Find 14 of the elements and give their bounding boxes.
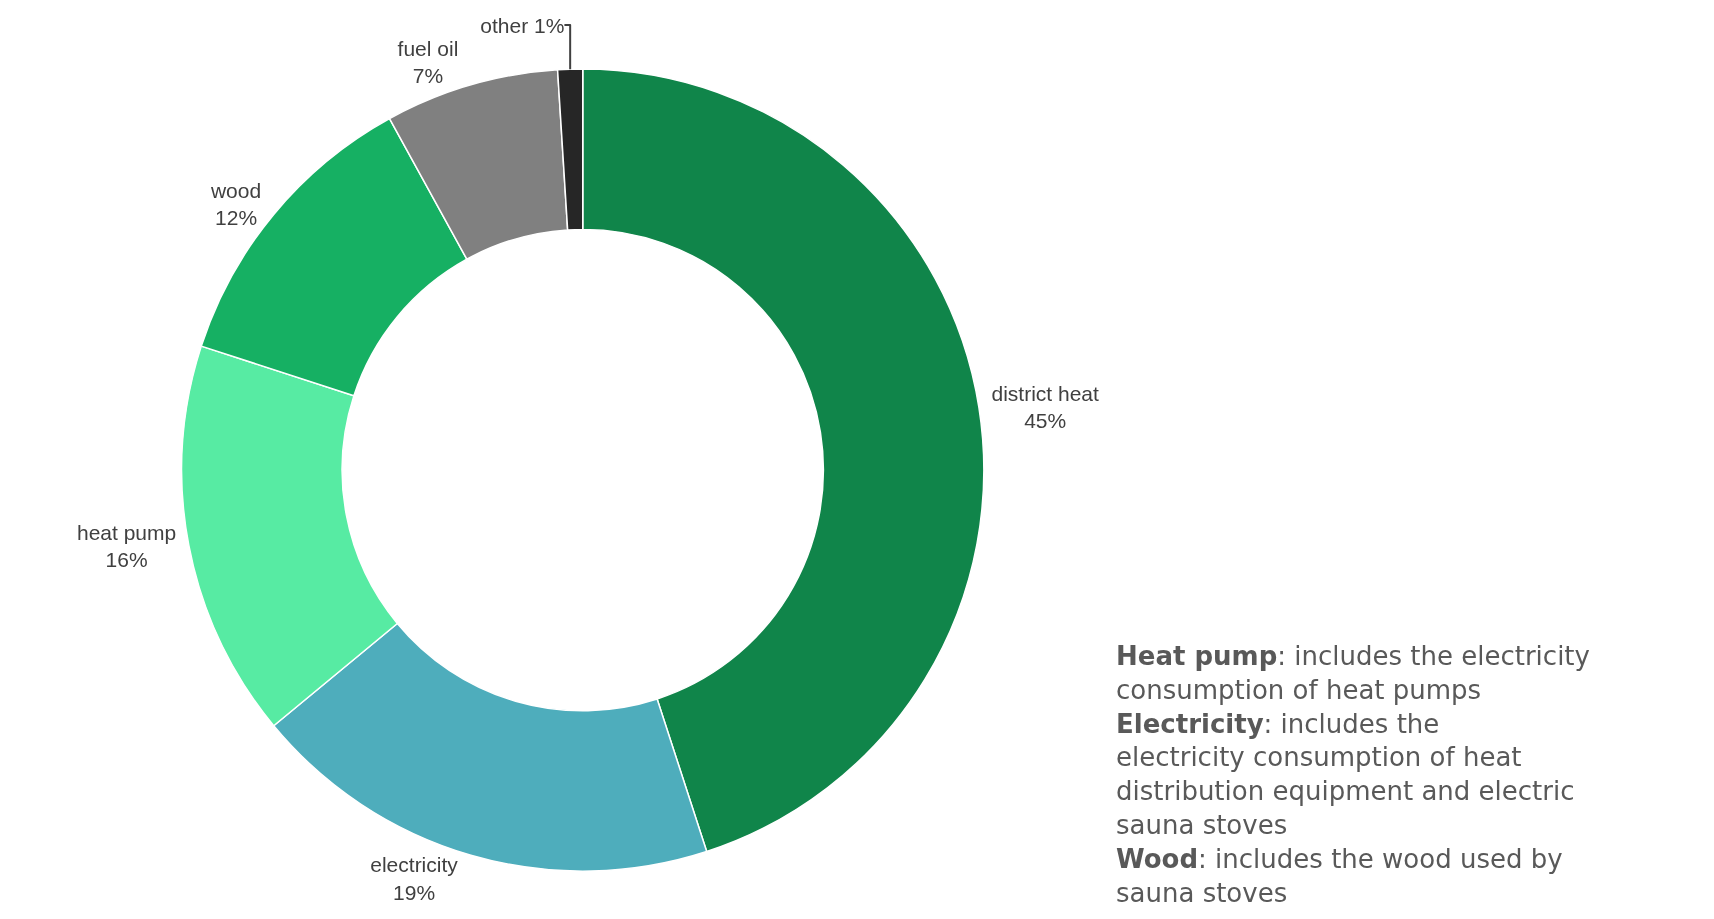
slice-label: electricity (370, 853, 459, 877)
slice-label: heat pump (76, 520, 177, 544)
data-label: 7% (412, 63, 444, 87)
text: Heat pump: includes the electricity consumption of heat pumps (1116, 641, 1590, 705)
text: Electricity: includes the electricity consumption of heat distribution equipment and electric sauna stoves (1116, 708, 1575, 840)
data-label: 12% (215, 206, 258, 230)
data-label: 16% (105, 548, 148, 572)
slice-label: fuel oil (397, 36, 459, 60)
slice-label: district heat (991, 381, 1100, 405)
slice-label: wood (209, 179, 262, 203)
data-label: 19% (393, 880, 436, 904)
data-label: 45% (1024, 408, 1067, 432)
slice-label: other 1% (480, 13, 565, 37)
text: Wood: includes the wood used by sauna stoves (1116, 843, 1563, 908)
